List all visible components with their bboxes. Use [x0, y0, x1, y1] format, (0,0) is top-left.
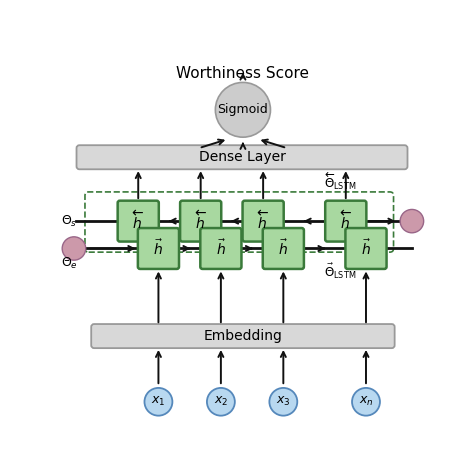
FancyBboxPatch shape	[91, 324, 395, 348]
Text: $\vec{h}$: $\vec{h}$	[278, 239, 289, 258]
FancyBboxPatch shape	[138, 228, 179, 269]
Text: $\overleftarrow{h}$: $\overleftarrow{h}$	[194, 210, 207, 232]
Circle shape	[62, 237, 86, 260]
Circle shape	[215, 82, 271, 137]
Text: $\overleftarrow{h}$: $\overleftarrow{h}$	[257, 210, 269, 232]
Text: $\Theta_e$: $\Theta_e$	[61, 255, 78, 271]
Circle shape	[352, 388, 380, 416]
Circle shape	[269, 388, 297, 416]
Circle shape	[207, 388, 235, 416]
Text: Sigmoid: Sigmoid	[218, 103, 268, 116]
FancyBboxPatch shape	[118, 201, 159, 242]
Text: Dense Layer: Dense Layer	[199, 150, 285, 164]
Text: $\overleftarrow{\Theta}_{\mathrm{LSTM}}$: $\overleftarrow{\Theta}_{\mathrm{LSTM}}$	[324, 170, 356, 192]
Circle shape	[145, 388, 173, 416]
FancyBboxPatch shape	[180, 201, 221, 242]
Text: $x_1$: $x_1$	[151, 395, 166, 408]
Text: $\overleftarrow{h}$: $\overleftarrow{h}$	[339, 210, 352, 232]
Text: $\Theta_s$: $\Theta_s$	[61, 214, 77, 228]
Text: $\overleftarrow{h}$: $\overleftarrow{h}$	[132, 210, 145, 232]
Text: $x_3$: $x_3$	[276, 395, 291, 408]
Text: Worthiness Score: Worthiness Score	[176, 66, 310, 81]
Text: $x_2$: $x_2$	[214, 395, 228, 408]
Text: Embedding: Embedding	[203, 329, 283, 343]
Text: $x_n$: $x_n$	[359, 395, 374, 408]
Text: $\vec{h}$: $\vec{h}$	[153, 239, 164, 258]
Text: $\vec{h}$: $\vec{h}$	[361, 239, 371, 258]
Text: $\vec{h}$: $\vec{h}$	[216, 239, 226, 258]
FancyBboxPatch shape	[201, 228, 241, 269]
FancyBboxPatch shape	[346, 228, 387, 269]
FancyBboxPatch shape	[325, 201, 366, 242]
Text: $\vec{\Theta}_{\mathrm{LSTM}}$: $\vec{\Theta}_{\mathrm{LSTM}}$	[324, 262, 356, 282]
FancyBboxPatch shape	[76, 145, 408, 169]
Circle shape	[400, 210, 424, 233]
FancyBboxPatch shape	[263, 228, 304, 269]
FancyBboxPatch shape	[243, 201, 284, 242]
